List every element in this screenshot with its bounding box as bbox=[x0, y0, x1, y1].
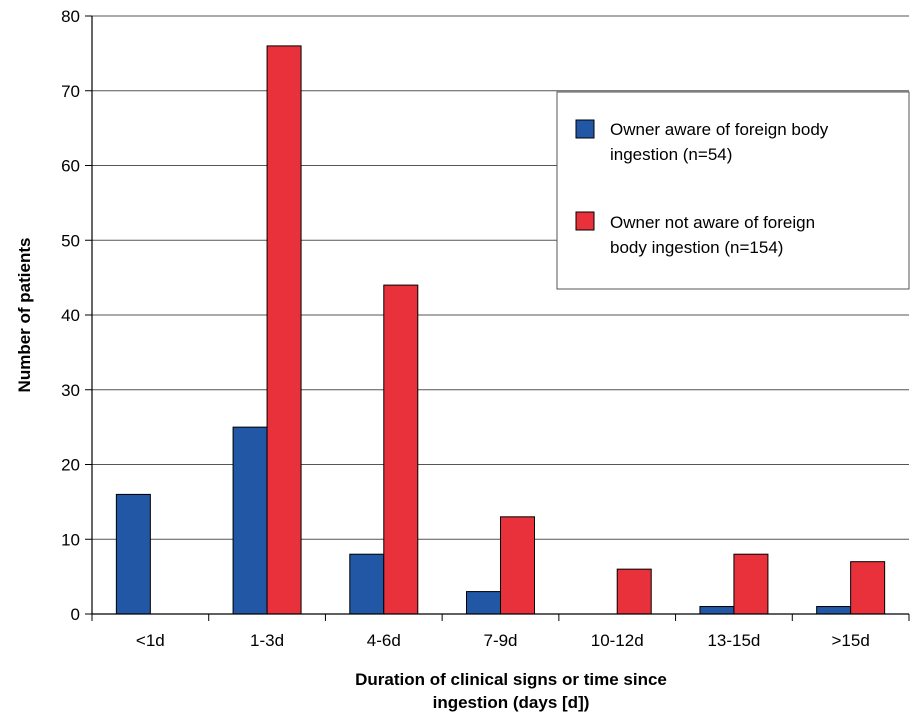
x-tick-label: <1d bbox=[136, 631, 165, 650]
bar-owner-aware bbox=[349, 553, 385, 615]
legend-label-owner-not-aware-line-2: body ingestion (n=154) bbox=[610, 238, 783, 257]
y-tick-label: 20 bbox=[61, 456, 80, 475]
x-tick-label: 10-12d bbox=[591, 631, 644, 650]
legend-label-owner-aware-line-1: Owner aware of foreign body bbox=[610, 120, 829, 139]
bar-owner-aware bbox=[115, 493, 151, 615]
y-tick-label: 40 bbox=[61, 306, 80, 325]
legend-swatch-owner-not-aware bbox=[575, 211, 595, 231]
x-axis-label-line-2: ingestion (days [d]) bbox=[433, 693, 590, 712]
y-tick-label: 30 bbox=[61, 381, 80, 400]
y-tick-label: 80 bbox=[61, 7, 80, 26]
gridlines bbox=[92, 15, 909, 540]
x-tick-label: >15d bbox=[831, 631, 869, 650]
y-tick-label: 10 bbox=[61, 530, 80, 549]
x-tick-label: 4-6d bbox=[367, 631, 401, 650]
legend-swatch-owner-aware bbox=[575, 119, 595, 139]
x-tick-label: 13-15d bbox=[707, 631, 760, 650]
x-tick-label: 7-9d bbox=[483, 631, 517, 650]
y-axis-ticks: 0 10 20 30 40 50 60 70 80 bbox=[61, 7, 92, 624]
legend-box bbox=[556, 91, 910, 290]
bar-owner-not-aware bbox=[266, 45, 302, 615]
bar-owner-not-aware bbox=[383, 284, 419, 615]
x-tick-label: 1-3d bbox=[250, 631, 284, 650]
bar-owner-aware bbox=[466, 591, 501, 615]
bar-owner-aware bbox=[816, 606, 852, 615]
bar-owner-not-aware bbox=[733, 553, 769, 615]
legend-label-owner-not-aware-line-1: Owner not aware of foreign bbox=[610, 213, 815, 232]
x-axis-ticks: <1d 1-3d 4-6d 7-9d 10-12d 13-15d >15d bbox=[91, 614, 910, 650]
y-tick-label: 60 bbox=[61, 157, 80, 176]
y-tick-label: 0 bbox=[71, 605, 80, 624]
bar-owner-not-aware bbox=[850, 561, 886, 615]
y-axis-label: Number of patients bbox=[15, 238, 34, 393]
bars bbox=[115, 45, 886, 615]
legend: Owner aware of foreign body ingestion (n… bbox=[556, 91, 910, 290]
y-tick-label: 70 bbox=[61, 82, 80, 101]
bar-owner-not-aware bbox=[500, 516, 535, 615]
bar-owner-aware bbox=[699, 606, 735, 615]
legend-label-owner-aware-line-2: ingestion (n=54) bbox=[610, 145, 732, 164]
bar-owner-aware bbox=[232, 426, 268, 615]
x-axis-label-line-1: Duration of clinical signs or time since bbox=[355, 670, 667, 689]
y-tick-label: 50 bbox=[61, 231, 80, 250]
axes bbox=[91, 16, 909, 615]
bar-owner-not-aware bbox=[616, 568, 652, 615]
